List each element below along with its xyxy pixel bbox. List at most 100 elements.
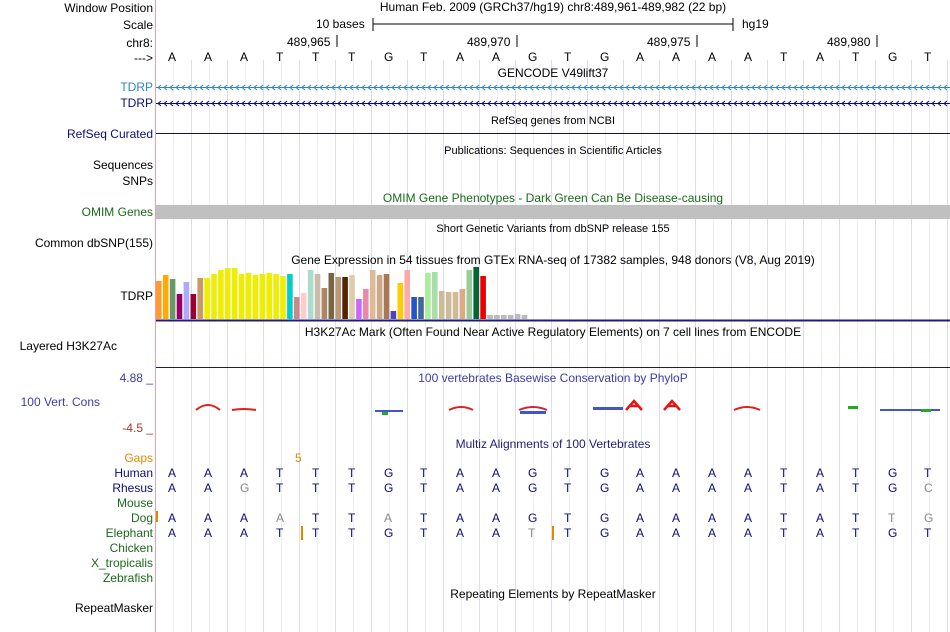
strand-chevron [607,100,612,107]
strand-chevron [763,100,768,107]
species-label-chicken[interactable]: Chicken [109,541,153,555]
species-label-rhesus[interactable]: Rhesus [112,481,153,495]
strand-chevron [769,84,774,91]
track-label-repeatmasker[interactable]: RepeatMasker [74,601,153,615]
strand-chevron [511,84,516,91]
dog-base: T [852,511,860,525]
strand-chevron [325,100,330,107]
gtex-bar [480,276,486,319]
dog-base: A [204,511,213,525]
species-label-mouse[interactable]: Mouse [116,496,153,510]
track-label-refseq[interactable]: RefSeq Curated [66,127,153,141]
strand-chevron [451,100,456,107]
phylop-neg [848,406,858,409]
rhesus-base: G [528,481,538,495]
strand-chevron [439,100,444,107]
strand-chevron [319,100,324,107]
strand-chevron [355,84,360,91]
strand-chevron [307,100,312,107]
strand-chevron [301,84,306,91]
phylop-neg [921,409,931,412]
dna-base: A [456,50,465,64]
strand-chevron [223,84,228,91]
strand-chevron [679,100,684,107]
gtex-bar [231,268,238,319]
strand-chevron [865,100,870,107]
gap-count-1: 1 [156,451,157,465]
gtex-bar [514,314,521,319]
dog-base: A [276,511,285,525]
track-label-gaps[interactable]: Gaps [124,451,153,465]
dog-base: T [780,511,788,525]
strand-chevron [451,84,456,91]
strand-chevron [445,84,450,91]
rhesus-base: A [816,481,825,495]
track-label-cons[interactable]: 100 Vert. Cons [20,395,100,409]
strand-chevron [853,100,858,107]
strand-chevron [841,84,846,91]
strand-chevron [241,100,246,107]
gtex-bar [418,297,424,319]
strand-chevron [391,100,396,107]
elephant-base: G [888,526,898,540]
gtex-bar [356,299,362,319]
strand-chevron [475,100,480,107]
strand-chevron [163,84,168,91]
elephant-base: G [384,526,394,540]
track-label-tdrp-1[interactable]: TDRP [120,80,153,94]
strand-chevron [793,100,798,107]
strand-chevron [169,100,174,107]
strand-chevron [445,100,450,107]
gtex-bar [169,279,176,319]
strand-chevron [595,100,600,107]
dna-base: A [240,50,249,64]
species-label-xtropicalis[interactable]: X_tropicalis [90,556,153,570]
gtex-bar [335,277,341,319]
strand-chevron [469,100,474,107]
track-label-sequences[interactable]: Sequences [92,158,153,172]
title-repeats: Repeating Elements by RepeatMasker [450,587,656,601]
strand-chevron [787,84,792,91]
strand-chevron [493,84,498,91]
strand-chevron [433,84,438,91]
gtex-bar [349,275,355,319]
cons-max-label: 4.88 _ [119,371,153,385]
strand-chevron [805,84,810,91]
track-label-omim[interactable]: OMIM Genes [81,205,153,219]
gtex-bar [280,276,286,319]
human-base: A [492,466,501,480]
species-label-zebrafish[interactable]: Zebrafish [102,571,153,585]
species-label-elephant[interactable]: Elephant [105,526,153,540]
track-label-snps[interactable]: SNPs [122,174,153,188]
track-label-gtex-tdrp[interactable]: TDRP [120,289,153,303]
gtex-bar [190,294,197,319]
gtex-bar [252,275,259,319]
strand-chevron [523,100,528,107]
track-label-common-dbsnp[interactable]: Common dbSNP(155) [34,236,153,250]
phylop-neg [375,410,403,412]
strand-chevron [643,84,648,91]
elephant-base: G [600,526,610,540]
dog-base: A [384,511,393,525]
strand-chevron [649,84,654,91]
elephant-base: A [240,526,249,540]
strand-chevron [769,100,774,107]
rhesus-base: G [240,481,250,495]
species-label-human[interactable]: Human [114,466,153,480]
dog-base: A [744,511,753,525]
gtex-bar [487,315,493,319]
dna-base: G [600,50,610,64]
human-base: T [348,466,356,480]
title-omim: OMIM Gene Phenotypes - Dark Green Can Be… [382,191,724,205]
elephant-base: A [744,526,753,540]
track-label-h3k27ac[interactable]: Layered H3K27Ac [19,339,117,353]
track-image[interactable]: Human Feb. 2009 (GRCh37/hg19) chr8:489,9… [156,0,950,632]
gtex-bar [156,281,162,319]
strand-chevron [643,100,648,107]
track-label-tdrp-2[interactable]: TDRP [120,96,153,110]
strand-chevron [571,84,576,91]
strand-chevron [493,100,498,107]
species-label-dog[interactable]: Dog [130,511,153,525]
dna-base: T [780,50,788,64]
gtex-bar [383,274,390,319]
